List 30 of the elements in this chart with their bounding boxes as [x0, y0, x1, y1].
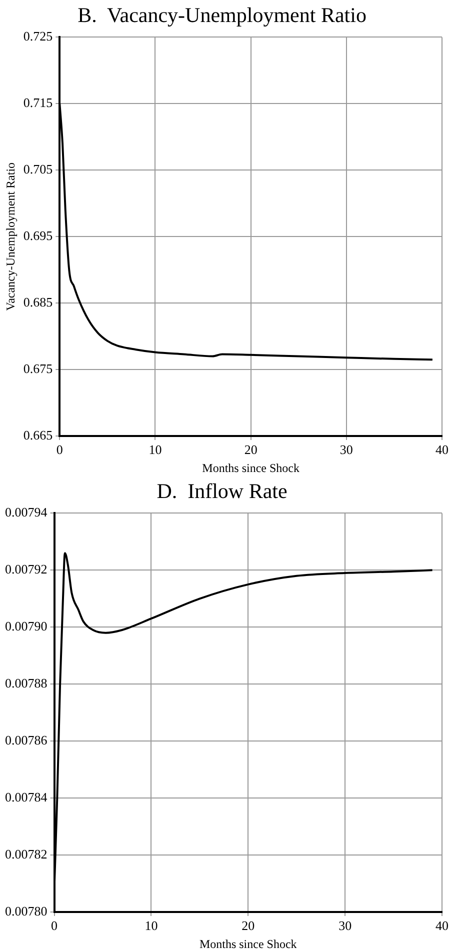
x-tick-label: 20 — [242, 918, 255, 934]
y-tick-label: 0.00784 — [5, 789, 48, 804]
x-tick-label: 10 — [144, 918, 158, 934]
x-tick-label: 0 — [56, 442, 63, 458]
y-tick-label: 0.00786 — [5, 732, 48, 748]
y-tick-label: 0.00780 — [5, 903, 48, 918]
x-tick-label: 40 — [436, 442, 448, 458]
y-tick-label: 0.725 — [23, 28, 53, 44]
y-tick-label: 0.00790 — [5, 618, 48, 634]
y-tick-label: 0.00782 — [5, 846, 48, 862]
x-tick-label: 40 — [436, 918, 448, 934]
chart-title: D. Inflow Rate — [156, 479, 288, 504]
x-tick-label: 0 — [51, 918, 58, 934]
x-axis-title: Months since Shock — [199, 936, 297, 951]
chart-title: B. Vacancy-Unemployment Ratio — [78, 3, 366, 28]
x-tick-label: 20 — [244, 442, 258, 458]
y-tick-label: 0.675 — [23, 360, 53, 376]
y-tick-label: 0.00792 — [5, 562, 48, 577]
y-tick-label: 0.00788 — [5, 676, 48, 691]
x-axis-title: Months since Shock — [202, 460, 300, 475]
y-tick-label: 0.685 — [23, 294, 53, 310]
y-tick-label: 0.665 — [23, 427, 53, 442]
x-tick-label: 10 — [148, 442, 162, 458]
y-tick-label: 0.00794 — [5, 504, 48, 520]
y-tick-label: 0.695 — [23, 228, 53, 244]
x-tick-label: 30 — [338, 918, 352, 934]
y-tick-label: 0.715 — [23, 95, 53, 110]
x-tick-label: 30 — [340, 442, 353, 458]
y-tick-label: 0.705 — [23, 162, 53, 177]
y-axis-title: Vacancy-Unemployment Ratio — [3, 162, 18, 311]
